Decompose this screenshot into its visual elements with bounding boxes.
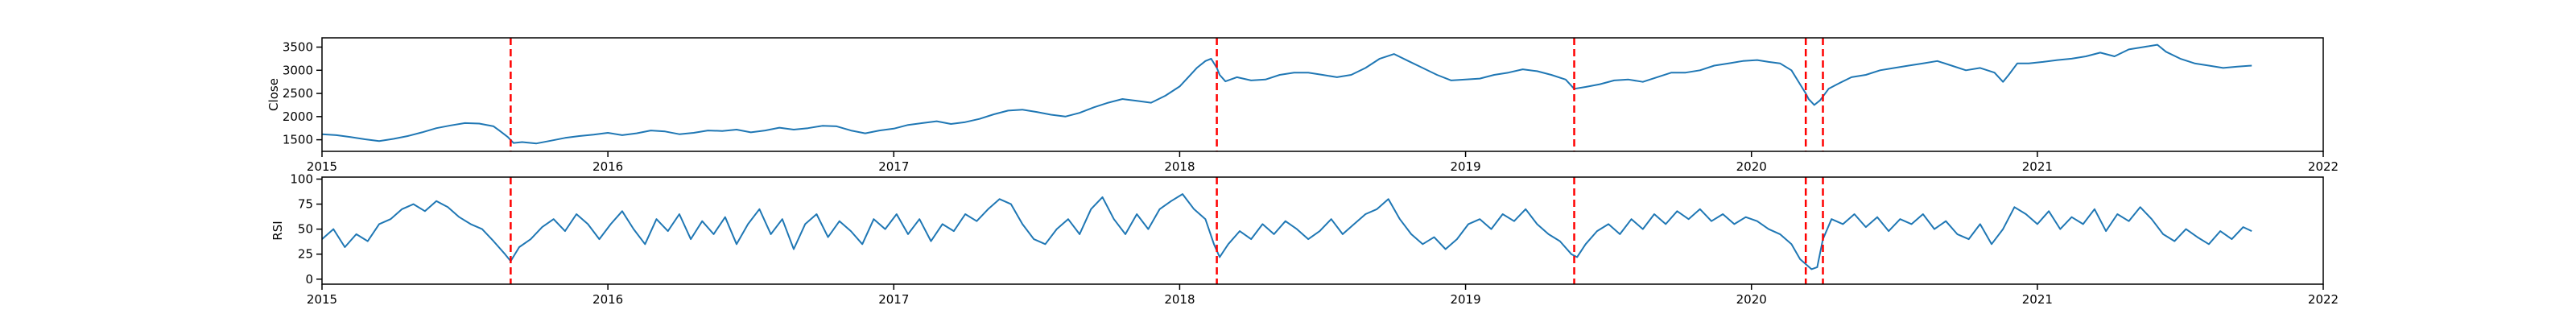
rsi-y-tick-label: 0 xyxy=(305,272,313,287)
close-x-tick-label: 2018 xyxy=(1164,159,1195,174)
rsi-x-tick-label: 2016 xyxy=(592,292,623,307)
rsi-y-tick-label: 50 xyxy=(298,222,313,237)
rsi-x-tick-label: 2015 xyxy=(307,292,337,307)
rsi-y-tick-label: 100 xyxy=(290,171,313,186)
rsi-y-tick-label: 75 xyxy=(298,197,313,212)
close-y-tick-label: 2500 xyxy=(283,86,313,101)
close-x-tick-label: 2020 xyxy=(1736,159,1767,174)
close-series-line xyxy=(321,43,2252,145)
rsi-axes-frame xyxy=(321,176,2324,285)
rsi-panel: 2015 2016 2017 2018 2019 2020 2021 2022 0 25 50 75 1… xyxy=(270,171,2339,307)
rsi-x-tick-label: 2019 xyxy=(1450,292,1480,307)
rsi-x-tick-label: 2021 xyxy=(2022,292,2053,307)
rsi-x-tick-label: 2022 xyxy=(2308,292,2339,307)
close-y-tick-label: 3000 xyxy=(283,63,313,77)
rsi-y-tick-label: 25 xyxy=(298,247,313,262)
close-x-tick-label: 2019 xyxy=(1450,159,1480,174)
close-x-tick-label: 2017 xyxy=(878,159,909,174)
close-x-tick-label: 2022 xyxy=(2308,159,2339,174)
close-x-tick-label: 2021 xyxy=(2022,159,2053,174)
close-y-axis-label: Close xyxy=(266,78,281,111)
rsi-y-axis-label: RSI xyxy=(270,221,285,240)
close-y-tick-label: 1500 xyxy=(283,133,313,147)
close-x-tick-label: 2016 xyxy=(592,159,623,174)
close-y-tick-label: 2000 xyxy=(283,109,313,124)
close-y-tick-label: 3500 xyxy=(283,40,313,55)
close-price-panel: 2015 2016 2017 2018 2019 2020 2021 2022 1500 2000… xyxy=(266,37,2339,174)
rsi-series-line xyxy=(321,193,2252,270)
close-x-tick-label: 2015 xyxy=(307,159,337,174)
rsi-x-tick-label: 2020 xyxy=(1736,292,1767,307)
rsi-x-tick-label: 2018 xyxy=(1164,292,1195,307)
rsi-x-tick-label: 2017 xyxy=(878,292,909,307)
close-axes-frame xyxy=(321,37,2324,152)
